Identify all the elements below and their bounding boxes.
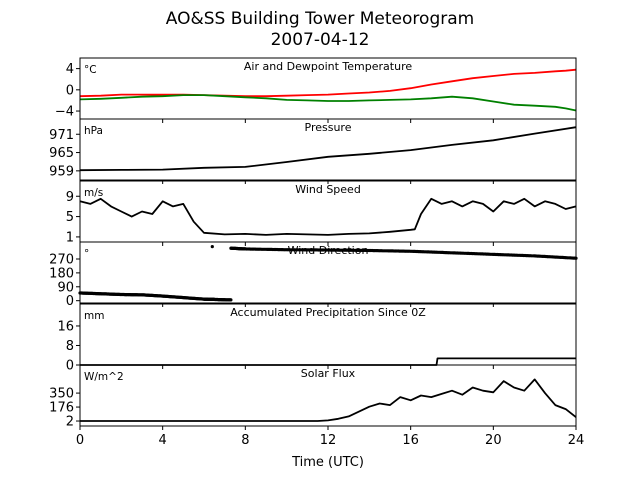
panel-0-ytick-label: −4 (55, 105, 74, 120)
panel-3-ytick-label: 180 (49, 266, 74, 281)
x-axis: 0 4 8 12 16 20 24 (76, 433, 584, 448)
panel-4-ytick-label: 8 (66, 339, 74, 354)
panel-3-ytick-label: 90 (57, 280, 74, 295)
panel-5-series-0 (80, 378, 577, 422)
panel-3-unit: ° (84, 248, 89, 260)
panel-4: 16 8 0 Accumulated Precipitation Since 0Z mm (57, 303, 577, 374)
panel-1: 971 965 959 Pressure hPa (49, 118, 577, 184)
panel-5-ytick-label: 350 (49, 387, 74, 402)
panel-2-ytick-label: 1 (66, 230, 74, 245)
panel-3-ytick-label: 270 (49, 252, 74, 267)
panel-1-ytick-label: 959 (49, 164, 74, 179)
x-tick-label: 24 (568, 433, 585, 448)
panel-4-title: Accumulated Precipitation Since 0Z (230, 306, 426, 319)
x-tick-label: 0 (76, 433, 84, 448)
panel-0: 4 0 −4 Air and Dewpoint Temperature °C (55, 57, 577, 123)
x-tick-label: 8 (241, 433, 249, 448)
panel-3-ytick-label: 0 (66, 294, 74, 309)
panel-4-series-0 (80, 357, 576, 366)
panel-4-unit: mm (84, 310, 104, 322)
panel-5-ytick-label: 2 (66, 415, 74, 430)
panel-0-unit: °C (84, 64, 97, 76)
panel-2-unit: m/s (84, 187, 103, 199)
panel-5-unit: W/m^2 (84, 371, 124, 383)
chart-subtitle: 2007-04-12 (271, 30, 370, 50)
panel-1-unit: hPa (84, 125, 103, 137)
panel-5-title: Solar Flux (301, 367, 356, 380)
panel-0-series-1 (79, 94, 577, 112)
panel-1-ytick-label: 965 (49, 146, 74, 161)
x-axis-label: Time (UTC) (291, 455, 364, 470)
panel-0-ytick-label: 4 (66, 62, 74, 77)
panel-3-title: Wind Direction (288, 244, 369, 257)
panel-0-series-0 (79, 68, 577, 98)
panel-2-series-0 (79, 197, 577, 236)
panel-2-title: Wind Speed (295, 183, 361, 196)
panel-2-ytick-label: 9 (66, 190, 74, 205)
panels-group: 4 0 −4 Air and Dewpoint Temperature °C 971 965… (49, 57, 578, 430)
panel-0-title: Air and Dewpoint Temperature (244, 60, 412, 73)
panel-1-series-0 (79, 126, 577, 172)
panel-2: 9 5 1 Wind Speed m/s (66, 180, 577, 246)
panel-0-ytick-label: 0 (66, 83, 74, 98)
panel-3-point (210, 245, 214, 249)
panel-1-title: Pressure (305, 121, 352, 134)
x-tick-label: 16 (402, 433, 419, 448)
panel-5-ytick-label: 176 (49, 401, 74, 416)
x-tick-label: 12 (320, 433, 337, 448)
panel-1-ytick-label: 971 (49, 128, 74, 143)
x-tick-label: 4 (159, 433, 167, 448)
panel-3-point (229, 298, 233, 302)
x-tick-label: 20 (485, 433, 502, 448)
chart-title: AO&SS Building Tower Meteorogram (166, 9, 474, 29)
panel-4-ytick-label: 16 (57, 319, 74, 334)
panel-2-ytick-label: 5 (66, 210, 74, 225)
panel-4-ytick-label: 0 (66, 359, 74, 374)
panel-3-series-0 (78, 291, 233, 302)
panel-3-series-2 (210, 245, 214, 249)
panel-3-series-1 (229, 246, 578, 260)
